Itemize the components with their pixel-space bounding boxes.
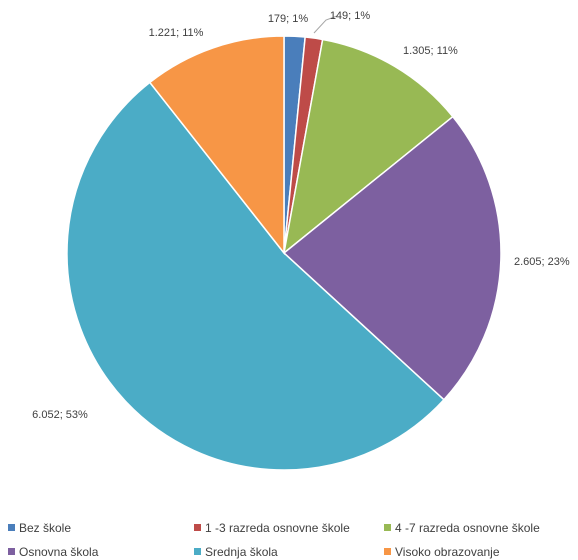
pie-slice-5	[148, 35, 285, 256]
legend-item-visoko-obrazovanje: Visoko obrazovanje	[384, 545, 500, 559]
legend-swatch	[384, 548, 391, 555]
label-leader-line	[313, 15, 338, 34]
legend-label: Bez škole	[19, 521, 72, 535]
legend-label: 1 -3 razreda osnovne škole	[205, 521, 350, 535]
pie-slice-4	[66, 81, 445, 471]
legend-swatch	[194, 524, 201, 531]
legend-label: Visoko obrazovanje	[395, 545, 500, 559]
legend-swatch	[384, 524, 391, 531]
legend-label: Srednja škola	[205, 545, 278, 559]
legend-label: 4 -7 razreda osnovne škole	[395, 521, 540, 535]
legend-item-4-7-razreda: 4 -7 razreda osnovne škole	[384, 521, 540, 535]
pie-chart-svg: 179; 1% 149; 1% 1.305; 11% 2.605; 23% 6.052;…	[32, 10, 570, 471]
legend-item-bez-skole: Bez škole	[8, 521, 71, 535]
pie-slice-3	[282, 115, 502, 401]
data-label-4: 6.052; 53%	[32, 409, 88, 421]
legend-swatch	[194, 548, 201, 555]
legend-label: Osnovna škola	[19, 545, 99, 559]
legend-swatch	[8, 524, 15, 531]
legend-swatch	[8, 548, 15, 555]
legend-item-srednja-skola: Srednja škola	[194, 545, 278, 559]
data-label-3: 2.605; 23%	[514, 256, 570, 268]
pie-slice-2	[282, 38, 454, 255]
data-label-2: 1.305; 11%	[403, 45, 458, 57]
legend-item-osnovna-skola: Osnovna škola	[8, 545, 98, 559]
data-label-1: 149; 1%	[330, 10, 371, 22]
legend-item-1-3-razreda: 1 -3 razreda osnovne škole	[194, 521, 350, 535]
data-label-5: 1.221; 11%	[149, 27, 204, 39]
data-label-0: 179; 1%	[268, 13, 309, 25]
